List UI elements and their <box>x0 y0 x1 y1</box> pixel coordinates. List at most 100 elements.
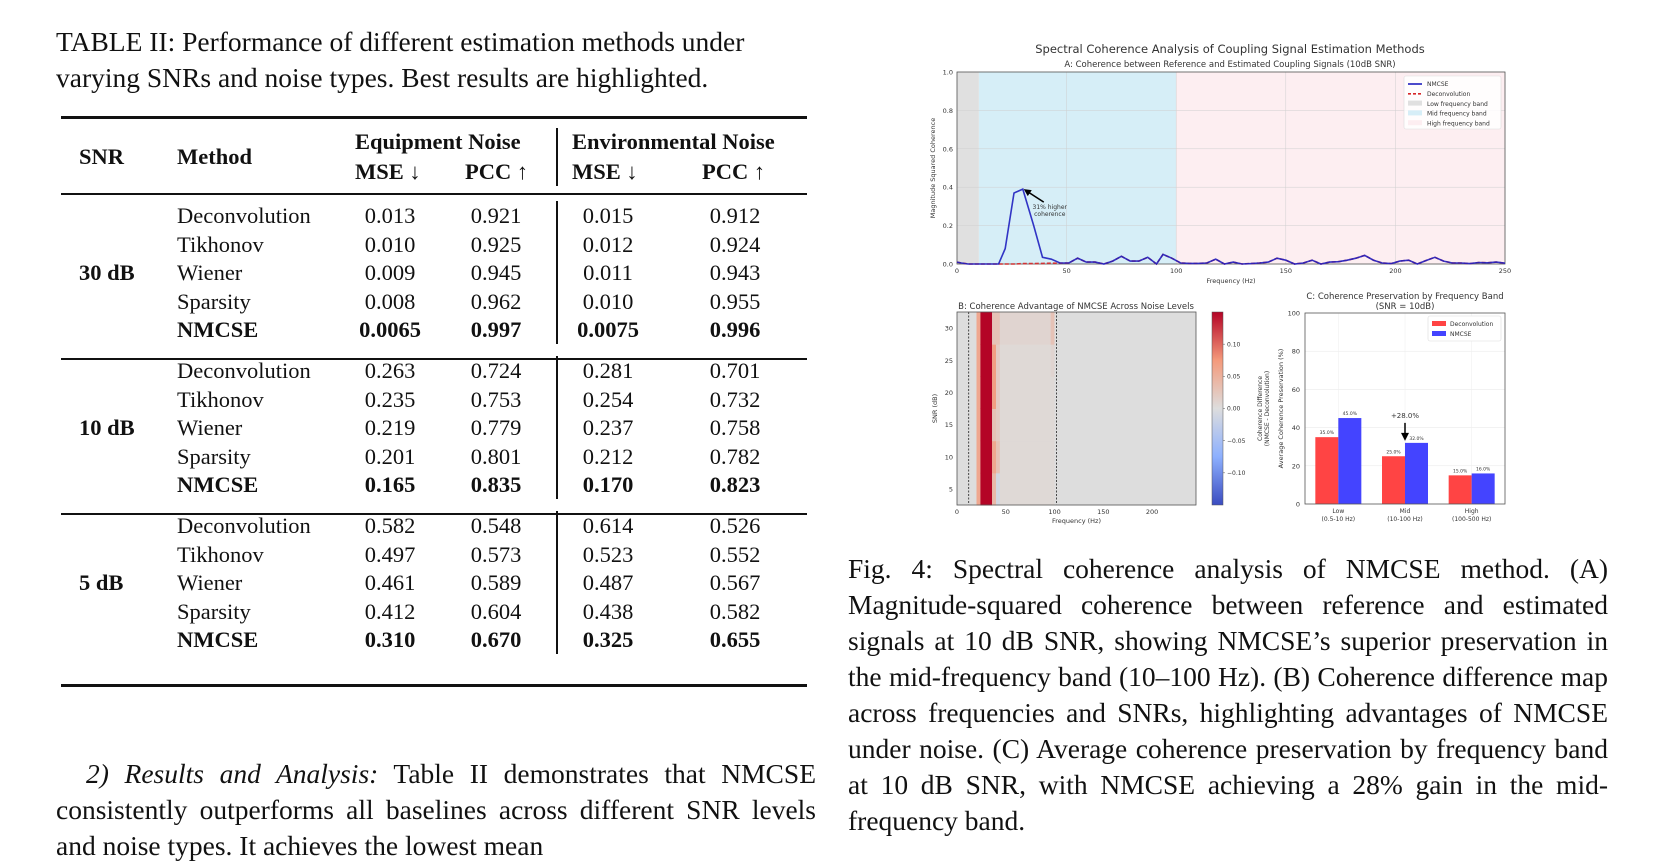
panel-b-title: B: Coherence Advantage of NMCSE Across N… <box>958 302 1194 312</box>
method-name: Tikhonov <box>177 386 264 412</box>
legend-label: High frequency band <box>1427 120 1490 127</box>
y-tick-label: 0.0 <box>943 261 953 269</box>
equipment-pcc-value: 0.670 <box>470 627 522 653</box>
y-tick-label: 20 <box>945 389 953 397</box>
y-tick-label: 1.0 <box>943 69 953 77</box>
body-text: Table II demonstrates that NMCSE consist… <box>56 758 816 861</box>
legend-label: Mid frequency band <box>1427 111 1487 118</box>
x-tick-label: 250 <box>1499 267 1511 275</box>
legend-label: NMCSE <box>1450 331 1472 338</box>
environmental-pcc-value: 0.701 <box>709 358 761 383</box>
y-tick-label: 30 <box>945 325 953 333</box>
environmental-pcc-value: 0.582 <box>709 598 761 624</box>
column-divider <box>556 201 558 344</box>
panel-c-title-line-2: (SNR = 10dB) <box>1376 302 1435 312</box>
plot-frame <box>1304 312 1506 505</box>
group-divider-rule <box>61 513 807 515</box>
equipment-mse-value: 0.008 <box>364 288 416 314</box>
x-tick-label: 200 <box>1389 267 1401 275</box>
heatmap-cell <box>1050 312 1055 345</box>
x-axis-label: Frequency (Hz) <box>1052 517 1101 525</box>
header-eq-pcc: PCC ↑ <box>465 159 529 184</box>
header-bottom-rule <box>61 193 807 195</box>
x-tick-label: 0 <box>955 508 959 516</box>
heatmap-cell <box>980 312 993 345</box>
bar-deconvolution <box>1448 475 1472 504</box>
heatmap-cell <box>980 408 993 442</box>
equipment-mse-value: 0.263 <box>364 358 416 383</box>
heatmap-cell <box>976 344 981 377</box>
equipment-pcc-value: 0.835 <box>470 472 522 498</box>
heatmap-cell <box>976 472 981 506</box>
x-tick-label: 200 <box>1146 508 1158 516</box>
panel-a-legend: NMCSE Deconvolution Low frequency band Mid … <box>1403 75 1502 130</box>
heatmap-cell <box>999 440 1051 474</box>
heatmap-cell <box>1050 408 1055 442</box>
y-tick-label: 0 <box>1296 501 1300 509</box>
method-name: Deconvolution <box>177 203 311 228</box>
x-tick-label: 100 <box>1048 508 1060 516</box>
environmental-pcc-value: 0.732 <box>709 386 761 412</box>
annotation-text-line-1: 31% higher <box>1033 204 1068 211</box>
legend-box <box>1403 75 1502 130</box>
colorbar-label: Coherence Difference <box>1257 376 1264 441</box>
table-caption-line-2: varying SNRs and noise types. Best resul… <box>56 62 709 93</box>
x-tick-label: 50 <box>1062 267 1070 275</box>
heatmap-cell <box>1054 376 1196 409</box>
x-tick-label: 50 <box>1002 508 1010 516</box>
header-snr: SNR <box>79 144 125 169</box>
x-tick-label: 150 <box>1280 267 1292 275</box>
heatmap-cell <box>1050 472 1055 506</box>
y-axis-label: SNR (dB) <box>931 394 939 423</box>
method-name: Deconvolution <box>177 358 311 383</box>
legend-box <box>1427 315 1502 342</box>
annotation-arrow <box>1026 190 1045 203</box>
legend-swatch <box>1408 120 1422 126</box>
x-tick-label: Mid <box>1400 508 1411 515</box>
heatmap-cell <box>999 344 1051 377</box>
colorbar-tick-label: −0.05 <box>1227 438 1246 445</box>
environmental-mse-value: 0.011 <box>583 260 633 286</box>
equipment-mse-value: 0.497 <box>364 541 416 567</box>
legend-swatch <box>1408 110 1422 116</box>
environmental-mse-value: 0.614 <box>582 513 634 538</box>
equipment-pcc-value: 0.753 <box>470 386 522 412</box>
heatmap-cell <box>1054 312 1196 345</box>
equipment-pcc-value: 0.801 <box>470 443 522 469</box>
heatmap-cell <box>980 472 993 506</box>
y-tick-label: 0.2 <box>943 222 953 230</box>
equipment-pcc-value: 0.962 <box>470 288 522 314</box>
panel-c-bar-chart: 0 20 40 60 80 100 35.0% 45.0% Low(0.5-10 Hz) 25.0… <box>1277 310 1506 523</box>
equipment-pcc-value: 0.921 <box>470 203 522 228</box>
environmental-mse-value: 0.281 <box>582 358 634 383</box>
gain-arrowhead <box>1401 432 1409 441</box>
band-high <box>1176 72 1505 264</box>
annotation-arrowhead <box>1023 189 1032 197</box>
environmental-pcc-value: 0.552 <box>709 541 761 567</box>
environmental-pcc-value: 0.823 <box>709 472 761 498</box>
heatmap-cell <box>992 312 997 345</box>
panel-b-heatmap: 0 50 100 150 200 5 10 15 20 25 30 Frequency (Hz) SNR… <box>931 311 1271 525</box>
equipment-pcc-value: 0.724 <box>470 358 522 383</box>
snr-group-label: 5 dB <box>79 570 124 596</box>
heatmap-cell <box>1054 472 1196 506</box>
heatmap-cell <box>992 376 997 409</box>
heatmap-cell <box>957 440 977 474</box>
equipment-pcc-value: 0.945 <box>470 260 522 286</box>
gain-annotation: +28.0% <box>1391 412 1419 420</box>
heatmap-cell <box>976 312 981 345</box>
heatmap-cell <box>992 440 997 474</box>
heatmap-cell <box>996 408 1000 442</box>
equipment-mse-value: 0.010 <box>364 231 416 257</box>
equipment-pcc-value: 0.548 <box>470 513 522 538</box>
y-tick-label: 0.6 <box>943 145 953 153</box>
equipment-pcc-value: 0.589 <box>470 570 522 596</box>
header-divider <box>556 128 558 186</box>
bar-nmcse <box>1405 442 1428 504</box>
header-env-mse: MSE ↓ <box>572 159 638 184</box>
y-tick-label: 80 <box>1292 348 1300 356</box>
column-divider <box>556 356 558 499</box>
environmental-mse-value: 0.012 <box>582 231 634 257</box>
method-name: NMCSE <box>177 317 259 343</box>
heatmap-cell <box>996 376 1000 409</box>
